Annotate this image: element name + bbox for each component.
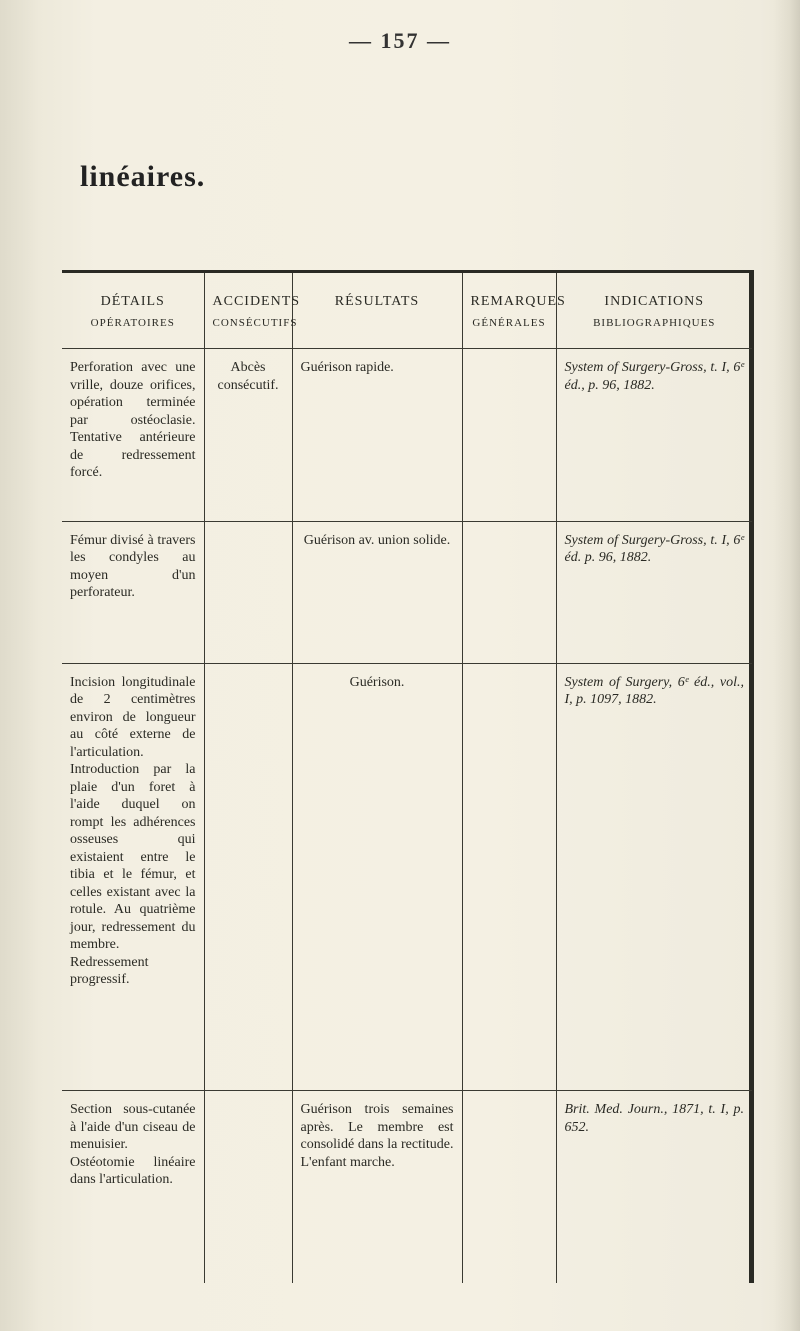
cell-resultats: Guérison rapide. — [292, 349, 462, 521]
scan-shadow-right — [774, 0, 800, 1331]
cell-remarques — [462, 349, 556, 521]
table-header-row: DÉTAILS OPÉRATOIRES ACCIDENTS CONSÉCUTIF… — [62, 273, 752, 349]
col-header-indications-sub: BIBLIOGRAPHIQUES — [565, 317, 745, 331]
cell-indications: Brit. Med. Journ., 1871, t. I, p. 652. — [556, 1091, 752, 1283]
data-table: DÉTAILS OPÉRATOIRES ACCIDENTS CONSÉCUTIF… — [62, 273, 752, 1283]
cell-indications: System of Surgery-Gross, t. I, 6ᵉ éd. p.… — [556, 521, 752, 663]
table-row: Fémur divisé à travers les condyles au m… — [62, 521, 752, 663]
table-row: Section sous-cutanée à l'aide d'un cisea… — [62, 1091, 752, 1283]
cell-accidents — [204, 521, 292, 663]
cell-details: Fémur divisé à travers les condyles au m… — [62, 521, 204, 663]
col-header-indications: INDICATIONS BIBLIOGRAPHIQUES — [556, 273, 752, 349]
col-header-remarques: REMARQUES GÉNÉRALES — [462, 273, 556, 349]
cell-accidents — [204, 1091, 292, 1283]
cell-details: Section sous-cutanée à l'aide d'un cisea… — [62, 1091, 204, 1283]
col-header-remarques-sub: GÉNÉRALES — [471, 317, 548, 331]
col-header-accidents-sub: CONSÉCUTIFS — [213, 317, 284, 331]
cell-details: Incision longitudinale de 2 centimètres … — [62, 663, 204, 1091]
cell-resultats: Guérison av. union solide. — [292, 521, 462, 663]
col-header-resultats-main: RÉSULTATS — [301, 293, 454, 311]
table-row: Perforation avec une vrille, douze orifi… — [62, 349, 752, 521]
cell-indications: System of Surgery, 6ᵉ éd., vol., I, p. 1… — [556, 663, 752, 1091]
col-header-details: DÉTAILS OPÉRATOIRES — [62, 273, 204, 349]
col-header-details-main: DÉTAILS — [70, 293, 196, 311]
page-number: — 157 — — [0, 28, 800, 54]
section-heading: linéaires. — [80, 160, 205, 194]
col-header-remarques-main: REMARQUES — [471, 293, 548, 311]
page: — 157 — linéaires. DÉTAILS OPÉRATOIRES A… — [0, 0, 800, 1331]
col-header-accidents-main: ACCIDENTS — [213, 293, 284, 311]
col-header-resultats: RÉSULTATS — [292, 273, 462, 349]
data-table-wrap: DÉTAILS OPÉRATOIRES ACCIDENTS CONSÉCUTIF… — [62, 270, 754, 1283]
col-header-indications-main: INDICATIONS — [565, 293, 745, 311]
cell-indications: System of Surgery-Gross, t. I, 6ᵉ éd., p… — [556, 349, 752, 521]
cell-remarques — [462, 521, 556, 663]
cell-details: Perforation avec une vrille, douze orifi… — [62, 349, 204, 521]
cell-accidents — [204, 663, 292, 1091]
cell-resultats: Guérison. — [292, 663, 462, 1091]
table-row: Incision longitudinale de 2 centimètres … — [62, 663, 752, 1091]
col-header-accidents: ACCIDENTS CONSÉCUTIFS — [204, 273, 292, 349]
cell-remarques — [462, 663, 556, 1091]
cell-remarques — [462, 1091, 556, 1283]
cell-resultats: Guérison trois semaines après. Le membre… — [292, 1091, 462, 1283]
col-header-details-sub: OPÉRATOIRES — [70, 317, 196, 331]
scan-shadow-left — [0, 0, 40, 1331]
cell-accidents: Abcès consécutif. — [204, 349, 292, 521]
